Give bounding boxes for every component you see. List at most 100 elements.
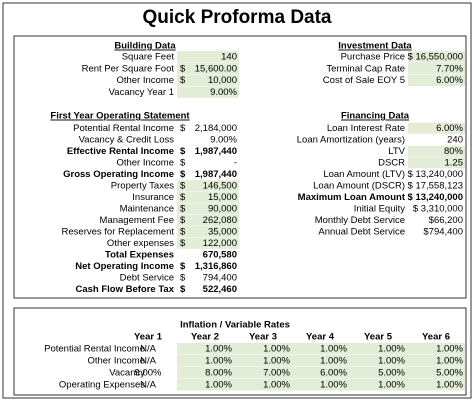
input-cell [408, 122, 465, 134]
input-cell [177, 180, 239, 192]
cell: 1.00% [436, 380, 463, 391]
cell: 1.00% [436, 356, 463, 367]
input-cell [177, 214, 239, 226]
row-value: 80% [444, 146, 464, 157]
cell: 1.00% [263, 380, 290, 391]
row-value: $794,400 [423, 227, 463, 238]
section-title: Building Data [114, 41, 176, 52]
cell: 1.00% [320, 356, 347, 367]
row-value: 140 [221, 52, 237, 63]
input-cell [408, 51, 465, 63]
row-label: Annual Debt Service [318, 227, 405, 238]
row-value: 146,500 [203, 181, 237, 192]
row-label: Loan Interest Rate [327, 123, 405, 134]
cell: 1.00% [378, 344, 405, 355]
row-label: Other Income [116, 75, 174, 86]
input-cell [177, 379, 465, 391]
row-value: 670,580 [203, 250, 237, 261]
row-label: Total Expenses [105, 250, 174, 261]
input-cell [408, 62, 465, 75]
row-value: 794,400 [203, 273, 237, 284]
row-label: Loan Amount (LTV) [323, 169, 405, 180]
row-label: Net Operating Income [75, 261, 174, 272]
section-title: Investment Data [338, 41, 412, 52]
row-value: 15,000 [208, 192, 237, 203]
column-header: Year 3 [249, 332, 277, 343]
row-label: Other Income [87, 356, 145, 367]
row-label: Purchase Price [341, 52, 405, 63]
currency-sign: $ [180, 75, 186, 86]
row-label: Potential Rental Income [44, 344, 145, 355]
input-cell [177, 191, 239, 203]
row-value: $66,200 [429, 215, 463, 226]
currency-sign: $ [180, 123, 186, 134]
currency-sign: $ [180, 63, 186, 74]
currency-sign: $ [180, 146, 186, 157]
cell: 7.00% [263, 368, 290, 379]
row-label: Operating Expenses [59, 380, 145, 391]
column-header: Year 1 [134, 332, 163, 343]
row-label: LTV [388, 146, 405, 157]
cell: 8.00% [205, 368, 232, 379]
row-label: Maintenance [120, 204, 174, 215]
row-value: $ 13,240,000 [408, 192, 463, 203]
input-cell [177, 86, 239, 98]
panel [13, 307, 467, 396]
column-header: Year 4 [306, 332, 335, 343]
row-value: $ 17,558,123 [408, 181, 463, 192]
cell: 1.00% [378, 356, 405, 367]
cell: 1.00% [205, 380, 232, 391]
row-label: Cost of Sale EOY 5 [323, 75, 405, 86]
row-value: 7.70% [436, 63, 463, 74]
row-value: 1,316,860 [195, 261, 237, 272]
row-label: Other Income [116, 158, 174, 169]
row-label: Vacancy & Credit Loss [79, 135, 175, 146]
row-value: 9.00% [210, 87, 237, 98]
section-title: Financing Data [341, 111, 410, 122]
row-label: Square Feet [122, 52, 175, 63]
column-header: Year 6 [422, 332, 450, 343]
title: Quick Proforma Data [143, 7, 332, 28]
row-label: Loan Amortization (years) [297, 135, 405, 146]
section-title: First Year Operating Statement [50, 111, 190, 122]
row-value: 1,987,440 [195, 146, 237, 157]
currency-sign: $ [180, 227, 186, 238]
row-label: Gross Operating Income [63, 169, 174, 180]
currency-sign: $ [180, 215, 186, 226]
row-label: Reserves for Replacement [62, 227, 175, 238]
cell: 1.00% [205, 344, 232, 355]
cell: N/A [140, 356, 157, 367]
input-cell [177, 51, 239, 63]
cell: N/A [140, 380, 157, 391]
row-label: Property Taxes [111, 181, 174, 192]
row-value: 262,080 [203, 215, 237, 226]
column-header: Year 5 [364, 332, 393, 343]
currency-sign: $ [180, 273, 186, 284]
panel [13, 35, 467, 299]
row-value: 6.00% [436, 75, 463, 86]
input-cell [177, 203, 239, 215]
input-cell [177, 367, 465, 379]
row-value: 2,184,000 [195, 123, 237, 134]
row-label: Rent Per Square Foot [82, 63, 175, 74]
row-label: Management Fee [100, 215, 174, 226]
row-label: Maximum Loan Amount [298, 192, 406, 203]
row-label: Initial Equity [354, 204, 405, 215]
cell: 1.00% [320, 380, 347, 391]
row-value: 1.25 [445, 158, 464, 169]
row-value: $ 16,550,000 [408, 52, 463, 63]
row-value: $ 3,310,000 [413, 204, 463, 215]
row-value: 35,000 [208, 227, 237, 238]
input-cell [177, 226, 239, 238]
input-cell [177, 74, 239, 86]
cell: 1.00% [378, 380, 405, 391]
row-value: - [234, 158, 237, 169]
row-label: Cash Flow Before Tax [75, 284, 174, 295]
row-value: 1,987,440 [195, 169, 237, 180]
cell: 6.00% [320, 368, 347, 379]
currency-sign: $ [180, 169, 186, 180]
row-value: 9.00% [210, 135, 237, 146]
cell: 1.00% [205, 356, 232, 367]
currency-sign: $ [180, 261, 186, 272]
